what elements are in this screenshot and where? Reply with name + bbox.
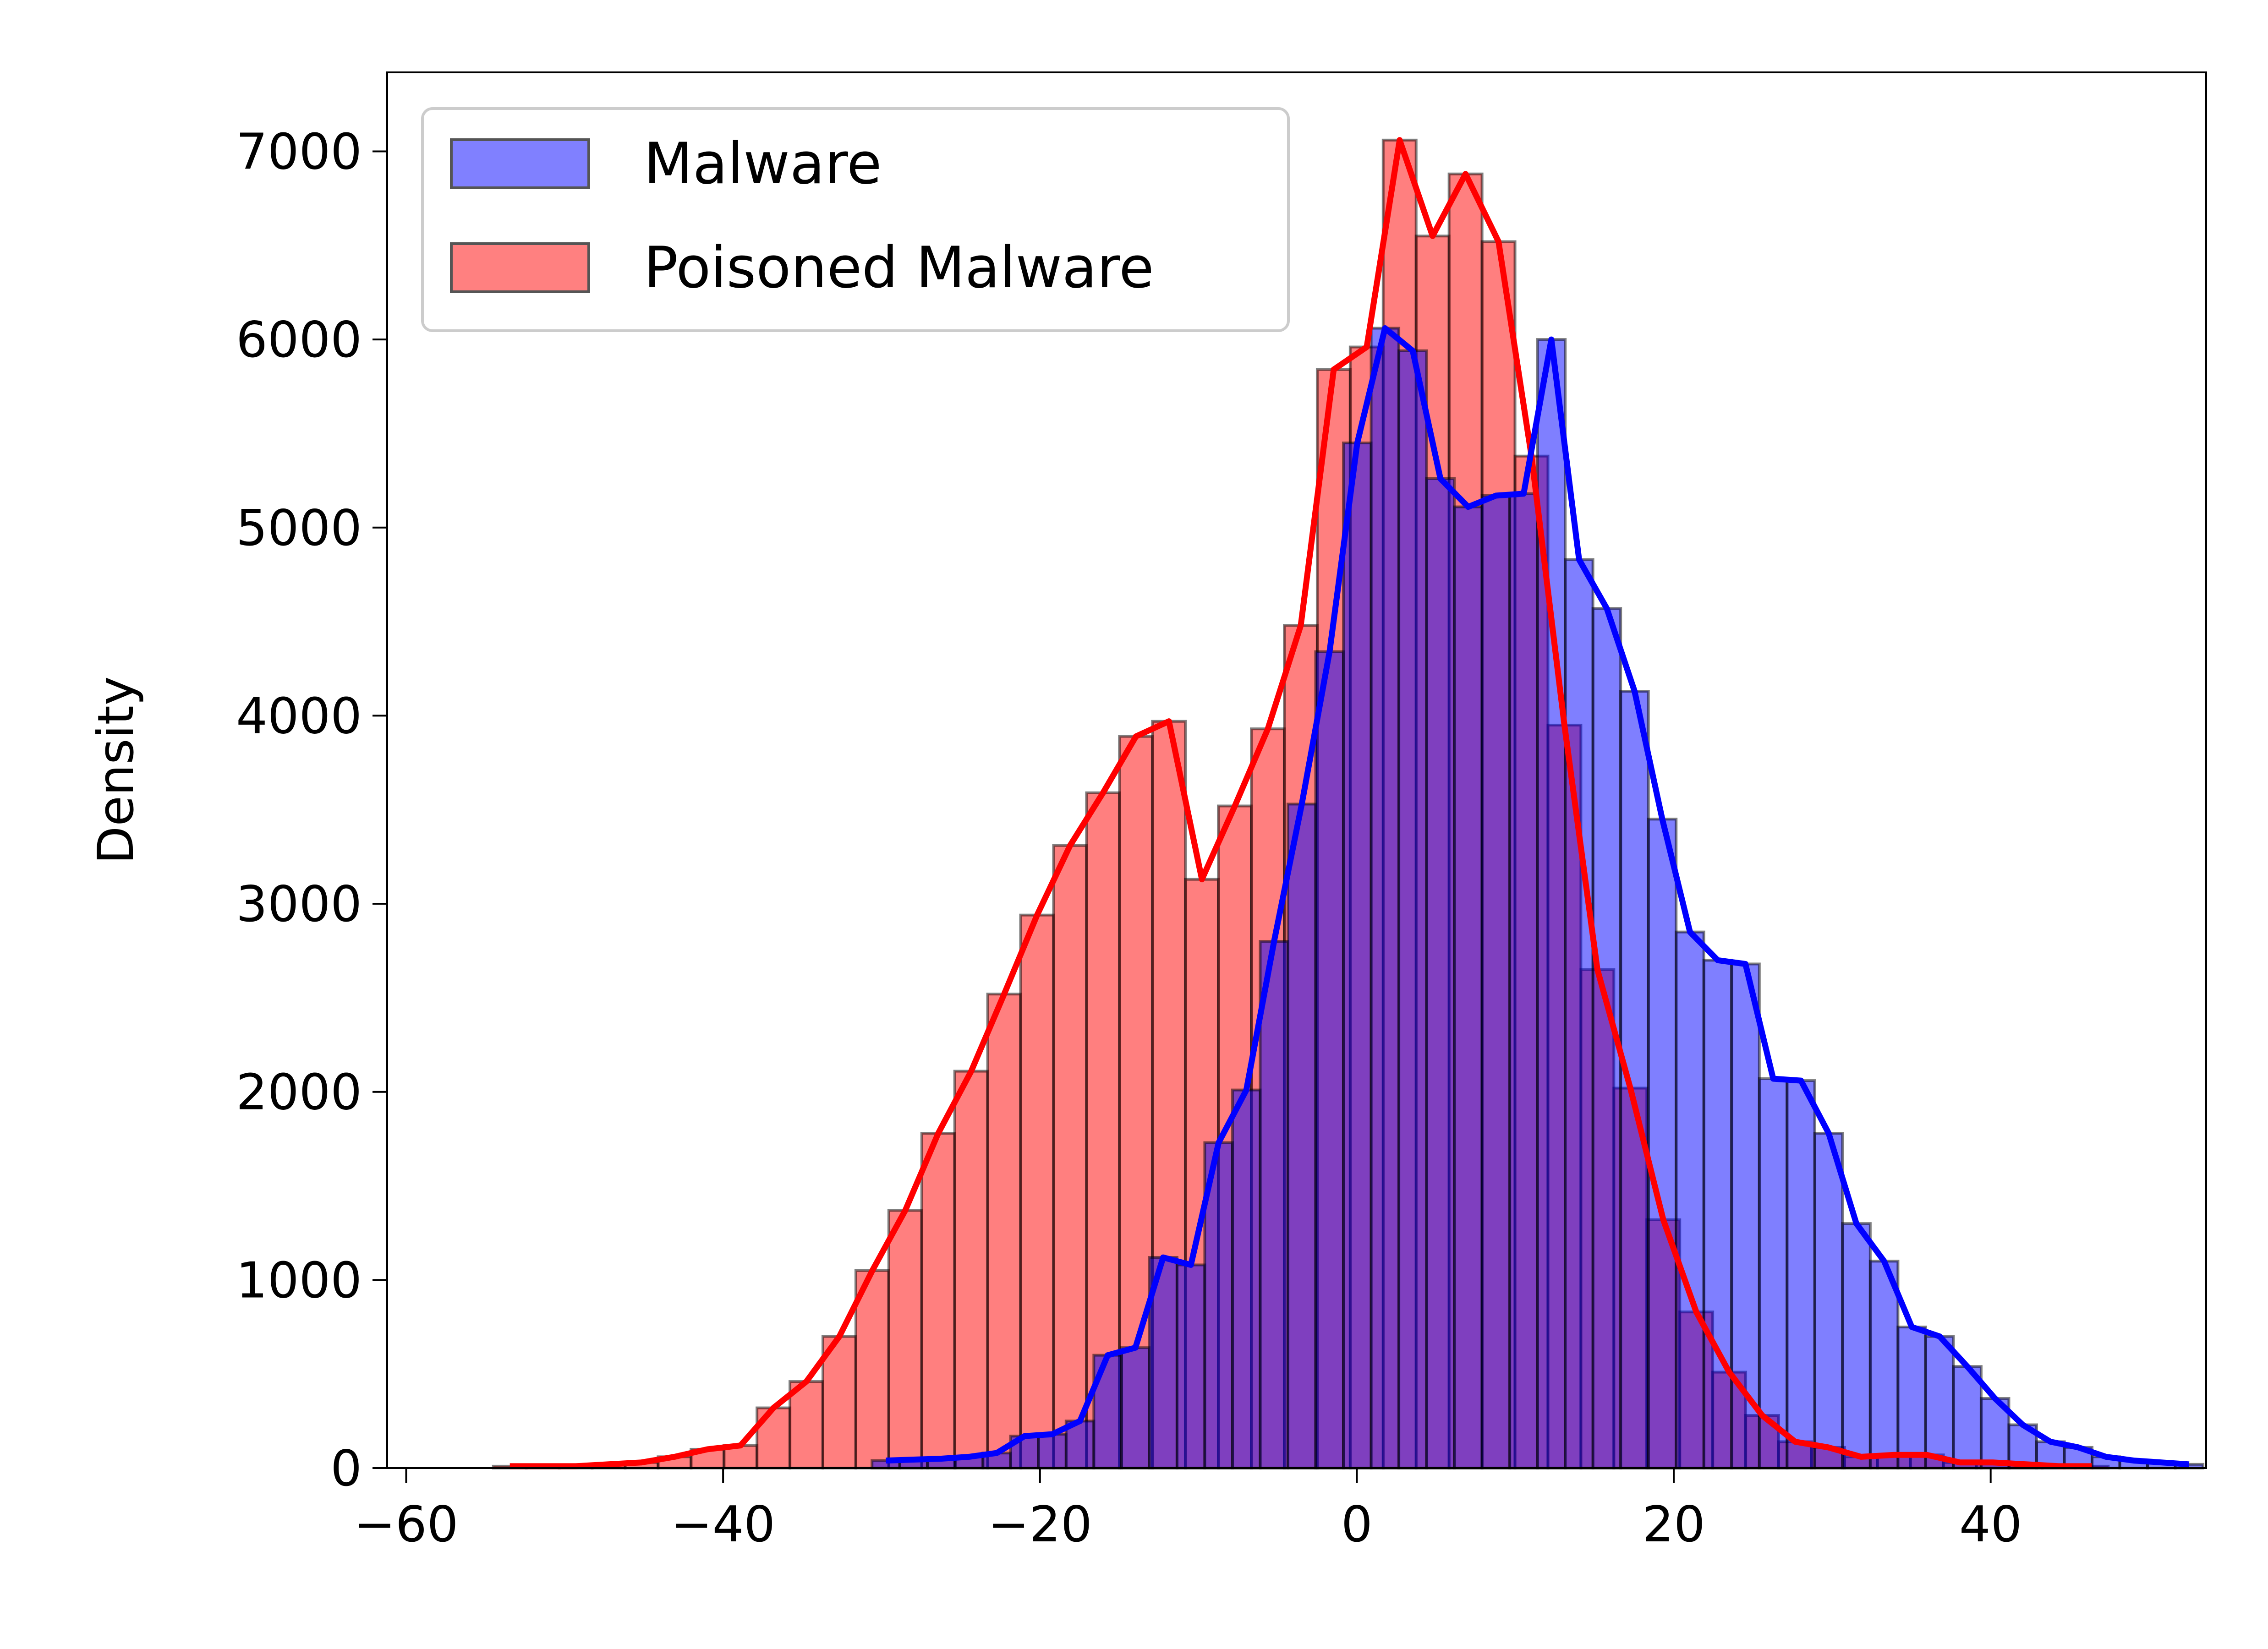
- x-tick-label: −40: [671, 1496, 775, 1553]
- legend-box: [421, 107, 1290, 332]
- malware-bar: [1675, 930, 1705, 1469]
- x-tick-label: 0: [1341, 1496, 1373, 1553]
- malware-bar: [1370, 327, 1401, 1470]
- poisoned-malware-bar: [1052, 844, 1088, 1469]
- x-tick-label: 20: [1642, 1496, 1705, 1553]
- malware-bar: [1924, 1335, 1955, 1469]
- plot-area: [492, 137, 2205, 1470]
- x-tick-label: −60: [354, 1496, 459, 1553]
- y-tick-label: 5000: [236, 500, 362, 557]
- malware-bar: [1536, 338, 1567, 1469]
- malware-bar: [1120, 1346, 1151, 1470]
- y-tick-label: 6000: [236, 311, 362, 369]
- malware-bar: [1813, 1132, 1844, 1470]
- malware-bar: [1868, 1260, 1900, 1469]
- poisoned-malware-bar: [920, 1132, 956, 1470]
- malware-bar: [1508, 492, 1539, 1469]
- legend: Malware Poisoned Malware: [421, 107, 1290, 332]
- malware-bar: [1453, 505, 1484, 1470]
- poisoned-malware-bar: [887, 1209, 923, 1470]
- malware-bar: [1480, 494, 1512, 1469]
- legend-label-malware: Malware: [644, 131, 882, 197]
- malware-bar: [1342, 441, 1373, 1469]
- malware-bar: [1786, 1079, 1816, 1469]
- y-tick-label: 2000: [236, 1064, 362, 1121]
- axes-frame: [386, 71, 2207, 1469]
- y-tick-label: 1000: [236, 1252, 362, 1309]
- malware-bar: [1175, 1263, 1206, 1470]
- malware-kde-line: [886, 325, 2190, 1468]
- malware-bar: [1231, 1088, 1262, 1469]
- malware-bar: [1702, 959, 1733, 1469]
- malware-bar: [1037, 1433, 1068, 1469]
- malware-bar: [1758, 1077, 1789, 1469]
- poisoned-malware-kde-line: [509, 137, 2092, 1469]
- x-tick-label: 40: [1959, 1496, 2022, 1553]
- y-tick-label: 3000: [236, 876, 362, 933]
- legend-swatch-malware: [450, 138, 590, 189]
- malware-bar: [1619, 690, 1650, 1469]
- malware-bar: [1397, 349, 1428, 1470]
- malware-bar: [1564, 558, 1594, 1469]
- legend-swatch-poisoned-malware: [450, 242, 590, 293]
- y-tick-label: 4000: [236, 688, 362, 745]
- malware-bar: [1647, 818, 1678, 1469]
- malware-bar: [1896, 1326, 1927, 1470]
- poisoned-malware-bar: [953, 1070, 989, 1470]
- y-axis-label: Density: [88, 676, 145, 864]
- y-tick-label: 0: [330, 1440, 362, 1497]
- poisoned-malware-bar: [986, 993, 1022, 1470]
- malware-bar: [1314, 650, 1345, 1469]
- malware-bar: [1286, 803, 1317, 1469]
- y-axis: 0 1000 2000 3000 4000 5000 6000 7000: [236, 123, 387, 1497]
- y-tick-label: 7000: [236, 123, 362, 180]
- malware-bar: [1259, 940, 1289, 1469]
- x-tick-label: −20: [988, 1496, 1092, 1553]
- poisoned-malware-bar: [1019, 913, 1055, 1469]
- x-axis: −60 −40 −20 0 20 40: [354, 1468, 2022, 1553]
- legend-label-poisoned-malware: Poisoned Malware: [644, 235, 1154, 301]
- malware-bar: [1841, 1222, 1872, 1469]
- malware-bar: [1425, 477, 1456, 1469]
